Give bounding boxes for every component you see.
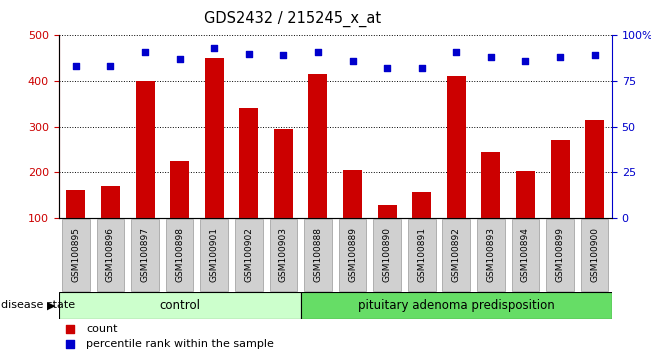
FancyBboxPatch shape	[62, 219, 90, 291]
Point	[278, 53, 288, 58]
Point	[64, 341, 75, 347]
FancyBboxPatch shape	[512, 219, 539, 291]
FancyBboxPatch shape	[235, 219, 262, 291]
FancyBboxPatch shape	[373, 219, 401, 291]
Point	[486, 55, 496, 60]
Text: GSM100890: GSM100890	[383, 227, 392, 282]
Text: percentile rank within the sample: percentile rank within the sample	[86, 339, 274, 349]
FancyBboxPatch shape	[546, 219, 574, 291]
FancyBboxPatch shape	[477, 219, 505, 291]
FancyBboxPatch shape	[339, 219, 367, 291]
Bar	[170, 161, 189, 218]
Bar	[516, 171, 535, 218]
Point	[243, 51, 254, 56]
Bar	[66, 190, 85, 218]
Point	[174, 56, 185, 62]
Bar	[240, 108, 258, 218]
Bar	[412, 192, 431, 218]
FancyBboxPatch shape	[96, 219, 124, 291]
Bar	[378, 205, 396, 218]
FancyBboxPatch shape	[201, 219, 228, 291]
Text: GSM100903: GSM100903	[279, 227, 288, 282]
Text: GSM100894: GSM100894	[521, 227, 530, 282]
FancyBboxPatch shape	[408, 219, 436, 291]
Point	[520, 58, 531, 64]
Bar	[301, 292, 612, 319]
Text: GSM100892: GSM100892	[452, 227, 461, 282]
Bar	[135, 81, 154, 218]
Bar	[551, 140, 570, 218]
FancyBboxPatch shape	[270, 219, 298, 291]
Text: GSM100893: GSM100893	[486, 227, 495, 282]
Point	[589, 53, 600, 58]
Point	[140, 49, 150, 55]
Point	[105, 64, 116, 69]
Text: pituitary adenoma predisposition: pituitary adenoma predisposition	[358, 299, 555, 312]
Text: GDS2432 / 215245_x_at: GDS2432 / 215245_x_at	[204, 11, 381, 27]
Bar	[343, 170, 362, 218]
Bar	[274, 129, 293, 218]
Text: GSM100901: GSM100901	[210, 227, 219, 282]
Text: GSM100888: GSM100888	[314, 227, 322, 282]
Text: GSM100895: GSM100895	[72, 227, 80, 282]
Text: GSM100897: GSM100897	[141, 227, 150, 282]
Text: GSM100898: GSM100898	[175, 227, 184, 282]
Text: GSM100891: GSM100891	[417, 227, 426, 282]
Text: disease state: disease state	[1, 300, 75, 310]
Bar	[101, 186, 120, 218]
Bar	[59, 292, 301, 319]
Text: control: control	[159, 299, 200, 312]
Point	[312, 49, 323, 55]
FancyBboxPatch shape	[166, 219, 193, 291]
FancyBboxPatch shape	[132, 219, 159, 291]
Bar	[481, 152, 501, 218]
Point	[451, 49, 462, 55]
Bar	[447, 76, 466, 218]
Point	[64, 326, 75, 331]
FancyBboxPatch shape	[304, 219, 332, 291]
Bar	[309, 74, 327, 218]
Point	[71, 64, 81, 69]
Text: GSM100896: GSM100896	[106, 227, 115, 282]
Text: GSM100900: GSM100900	[590, 227, 599, 282]
FancyBboxPatch shape	[581, 219, 609, 291]
Bar	[204, 58, 224, 218]
Point	[555, 55, 565, 60]
Text: count: count	[86, 324, 118, 333]
Point	[417, 65, 427, 71]
Bar	[585, 120, 604, 218]
FancyBboxPatch shape	[443, 219, 470, 291]
Point	[348, 58, 358, 64]
Point	[382, 65, 393, 71]
Text: ▶: ▶	[47, 300, 55, 310]
Text: GSM100899: GSM100899	[555, 227, 564, 282]
Text: GSM100889: GSM100889	[348, 227, 357, 282]
Point	[209, 45, 219, 51]
Text: GSM100902: GSM100902	[244, 227, 253, 282]
